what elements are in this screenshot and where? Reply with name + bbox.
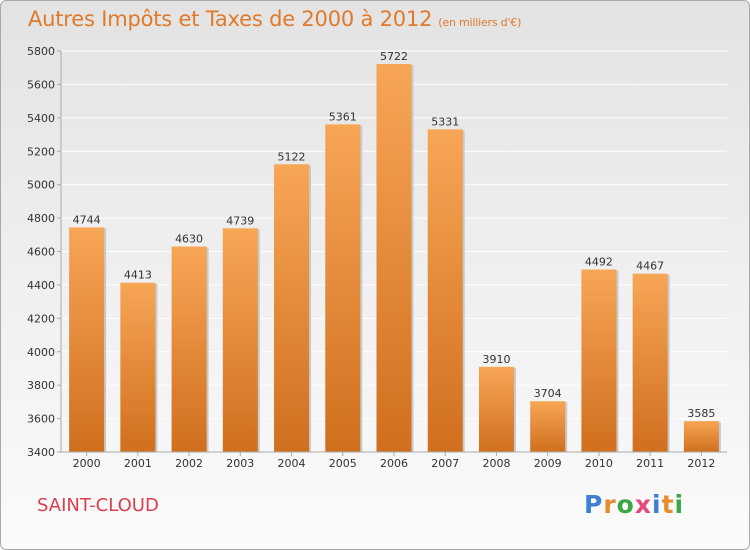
y-tick-label: 3600 (27, 413, 55, 426)
data-label: 4492 (585, 256, 613, 269)
y-tick-label: 5200 (27, 145, 55, 158)
data-label: 4739 (226, 214, 254, 227)
chart-subtitle: (en milliers d'€) (438, 16, 522, 29)
x-tick-label: 2011 (636, 457, 664, 470)
logo-letter: P (584, 490, 604, 519)
bar-2003 (222, 228, 258, 452)
data-label: 4413 (124, 269, 152, 282)
bar-2012 (683, 421, 719, 452)
bar-2010 (581, 269, 617, 452)
city-name: SAINT-CLOUD (37, 495, 159, 516)
bar-2002 (171, 246, 207, 452)
x-tick-label: 2008 (482, 457, 510, 470)
bar-2006 (376, 64, 412, 452)
bar-2009 (530, 401, 566, 452)
x-tick-label: 2009 (534, 457, 562, 470)
data-label: 5361 (329, 110, 357, 123)
y-tick-label: 5400 (27, 112, 55, 125)
bar-2011 (632, 273, 668, 452)
data-label: 4630 (175, 232, 203, 245)
y-tick-label: 4000 (27, 346, 55, 359)
logo-letter: t (661, 490, 675, 519)
logo-letter: o (616, 490, 635, 519)
x-tick-label: 2001 (124, 457, 152, 470)
y-tick-label: 3400 (27, 446, 55, 459)
x-tick-label: 2012 (687, 457, 715, 470)
y-tick-label: 4400 (27, 279, 55, 292)
logo-letter: r (603, 490, 617, 519)
x-tick-label: 2004 (278, 457, 306, 470)
y-tick-label: 4800 (27, 212, 55, 225)
logo-letter: i (674, 490, 685, 519)
chart-title: Autres Impôts et Taxes de 2000 à 2012 (en… (28, 7, 522, 31)
data-label: 3704 (534, 387, 562, 400)
x-tick-label: 2002 (175, 457, 203, 470)
bars: 4744 4413 4630 4739 5122 5361 5722 5331 3910 3704… (69, 50, 721, 453)
x-tick-label: 2007 (431, 457, 459, 470)
y-tick-label: 4200 (27, 312, 55, 325)
data-label: 5122 (278, 150, 306, 163)
y-axis-ticks: 3400 3600 3800 4000 4200 4400 4600 4800 5000 5200… (27, 45, 61, 459)
bar-2004 (274, 164, 310, 452)
y-tick-label: 5800 (27, 45, 55, 58)
y-tick-label: 5000 (27, 179, 55, 192)
data-label: 3585 (687, 407, 715, 420)
y-tick-label: 4600 (27, 246, 55, 259)
logo-letter: x (634, 490, 652, 519)
bar-2001 (120, 282, 156, 452)
data-label: 5722 (380, 50, 408, 63)
data-label: 4467 (636, 260, 664, 273)
x-tick-label: 2000 (73, 457, 101, 470)
logo-letter: i (652, 490, 662, 519)
bar-2008 (478, 366, 514, 452)
x-tick-label: 2006 (380, 457, 408, 470)
y-tick-label: 5600 (27, 78, 55, 91)
bar-2000 (69, 227, 105, 452)
y-tick-label: 3800 (27, 379, 55, 392)
bar-2007 (427, 129, 463, 453)
x-tick-label: 2005 (329, 457, 357, 470)
proxiti-logo[interactable]: Proxiti (584, 490, 684, 519)
bar-2005 (325, 124, 361, 453)
data-label: 4744 (73, 213, 101, 226)
x-tick-label: 2010 (585, 457, 613, 470)
x-tick-label: 2003 (226, 457, 254, 470)
data-label: 3910 (482, 353, 510, 366)
data-label: 5331 (431, 115, 459, 128)
x-axis-ticks: 2000 2001 2002 2003 2004 2005 2006 2007 2008 2009… (73, 452, 715, 470)
